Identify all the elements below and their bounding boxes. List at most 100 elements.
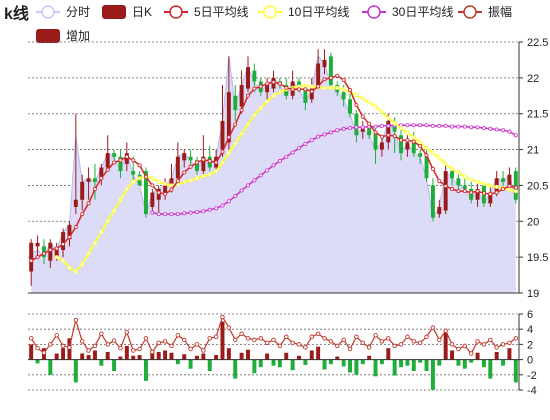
ma5-line-point xyxy=(430,166,435,171)
volume-bar xyxy=(169,352,174,360)
ma5-line-point xyxy=(437,179,442,184)
ma30-line-point xyxy=(245,183,250,188)
candle-body xyxy=(112,153,117,157)
amplitude-point xyxy=(513,336,519,341)
candle-body xyxy=(418,153,423,157)
legend-label: 30日平均线 xyxy=(392,5,453,19)
ma5-line-point xyxy=(373,130,378,135)
ma10-line-point xyxy=(475,179,480,184)
amplitude-point xyxy=(456,346,461,352)
ma5-line-point xyxy=(54,246,59,251)
candle-body xyxy=(328,56,333,86)
ma30-line-point xyxy=(341,126,346,131)
volume-bar xyxy=(469,359,474,363)
legend-swatch-circle xyxy=(367,5,381,19)
ma30-line-point xyxy=(348,126,353,131)
amplitude-point xyxy=(258,336,263,341)
ma5-line-point xyxy=(513,185,518,190)
ma30-line-point xyxy=(226,199,231,204)
candle-body xyxy=(379,142,384,150)
ma10-line-point xyxy=(513,189,518,194)
volume-bar xyxy=(105,352,110,360)
volume-bar xyxy=(99,359,104,366)
ma5-line-point xyxy=(494,190,499,195)
volume-bar xyxy=(214,355,219,360)
ma5-line-point xyxy=(61,242,66,247)
volume-bar xyxy=(220,321,225,360)
amplitude-point xyxy=(111,338,117,343)
volume-bar xyxy=(443,333,448,360)
ma5-line-point xyxy=(328,75,333,80)
ma10-line-point xyxy=(214,169,219,174)
ma10-line-point xyxy=(277,90,282,95)
candle-body xyxy=(195,160,199,172)
volume-bar xyxy=(92,350,97,360)
ma30-line-point xyxy=(207,207,212,212)
volume-bar xyxy=(399,359,404,368)
volume-bar xyxy=(73,359,78,383)
ma5-line-point xyxy=(456,189,461,194)
volume-bar xyxy=(246,349,250,360)
amplitude-point xyxy=(220,314,225,320)
volume-bar xyxy=(143,359,148,381)
ma5-line-point xyxy=(175,179,180,184)
amplitude-point xyxy=(398,342,404,347)
candle-body xyxy=(322,59,327,68)
ma5-line-point xyxy=(303,87,308,92)
volume-bar xyxy=(80,353,85,360)
ma5-line-point xyxy=(309,89,314,94)
amplitude-point xyxy=(28,336,34,341)
amplitude-point xyxy=(201,348,206,353)
amplitude-point xyxy=(60,343,66,349)
candlestick xyxy=(150,189,155,211)
candlestick xyxy=(118,149,123,179)
volume-bar xyxy=(360,359,365,365)
ma5-line-point xyxy=(131,158,136,163)
amplitude-point xyxy=(86,348,91,353)
candle-body xyxy=(367,128,372,136)
ma5-line-point xyxy=(392,133,397,138)
ma10-line-point xyxy=(61,258,66,263)
ma5-line-point xyxy=(316,84,321,89)
price-tick-label: 20.5 xyxy=(527,180,548,192)
price-tick-label: 21 xyxy=(527,145,539,157)
ma5-line-point xyxy=(29,258,34,263)
amplitude-point xyxy=(290,340,295,346)
volume-bar xyxy=(156,352,161,360)
candle-body xyxy=(226,92,231,143)
amplitude-line-path xyxy=(30,315,517,355)
amplitude-point xyxy=(175,333,181,338)
volume-bar xyxy=(252,359,257,374)
volume-bar xyxy=(501,359,506,366)
ma5-line-point xyxy=(226,135,231,140)
candlestick xyxy=(67,221,72,247)
ma5-line-point xyxy=(507,184,512,189)
ma10-line-point xyxy=(150,176,155,181)
ma10-line-point xyxy=(265,99,270,104)
ma10-line-point xyxy=(386,116,391,121)
candle-body xyxy=(54,249,59,258)
amplitude-point xyxy=(156,340,161,346)
candle-body xyxy=(443,171,448,211)
ma5-line-point xyxy=(405,138,410,143)
volume-tick-label: 2 xyxy=(527,339,533,351)
ma5-line-point xyxy=(220,149,225,154)
candlestick xyxy=(105,135,110,172)
amplitude-point xyxy=(392,343,397,349)
legend-swatch-circle xyxy=(463,5,477,19)
volume-bar xyxy=(386,348,391,360)
candle-body xyxy=(456,178,461,186)
candlestick xyxy=(265,77,270,100)
ma5-line-point xyxy=(207,159,212,164)
amplitude-point xyxy=(443,328,448,333)
volume-bar xyxy=(61,348,66,360)
price-tick-label: 22.5 xyxy=(527,37,548,49)
ma30-line-point xyxy=(169,212,174,217)
amplitude-point xyxy=(48,342,53,347)
volume-bar xyxy=(367,355,372,360)
ma10-line-point xyxy=(207,172,212,177)
volume-bar xyxy=(118,356,123,360)
ma10-line-point xyxy=(367,100,372,105)
ma30-line-point xyxy=(188,210,193,215)
volume-bar xyxy=(488,359,493,379)
